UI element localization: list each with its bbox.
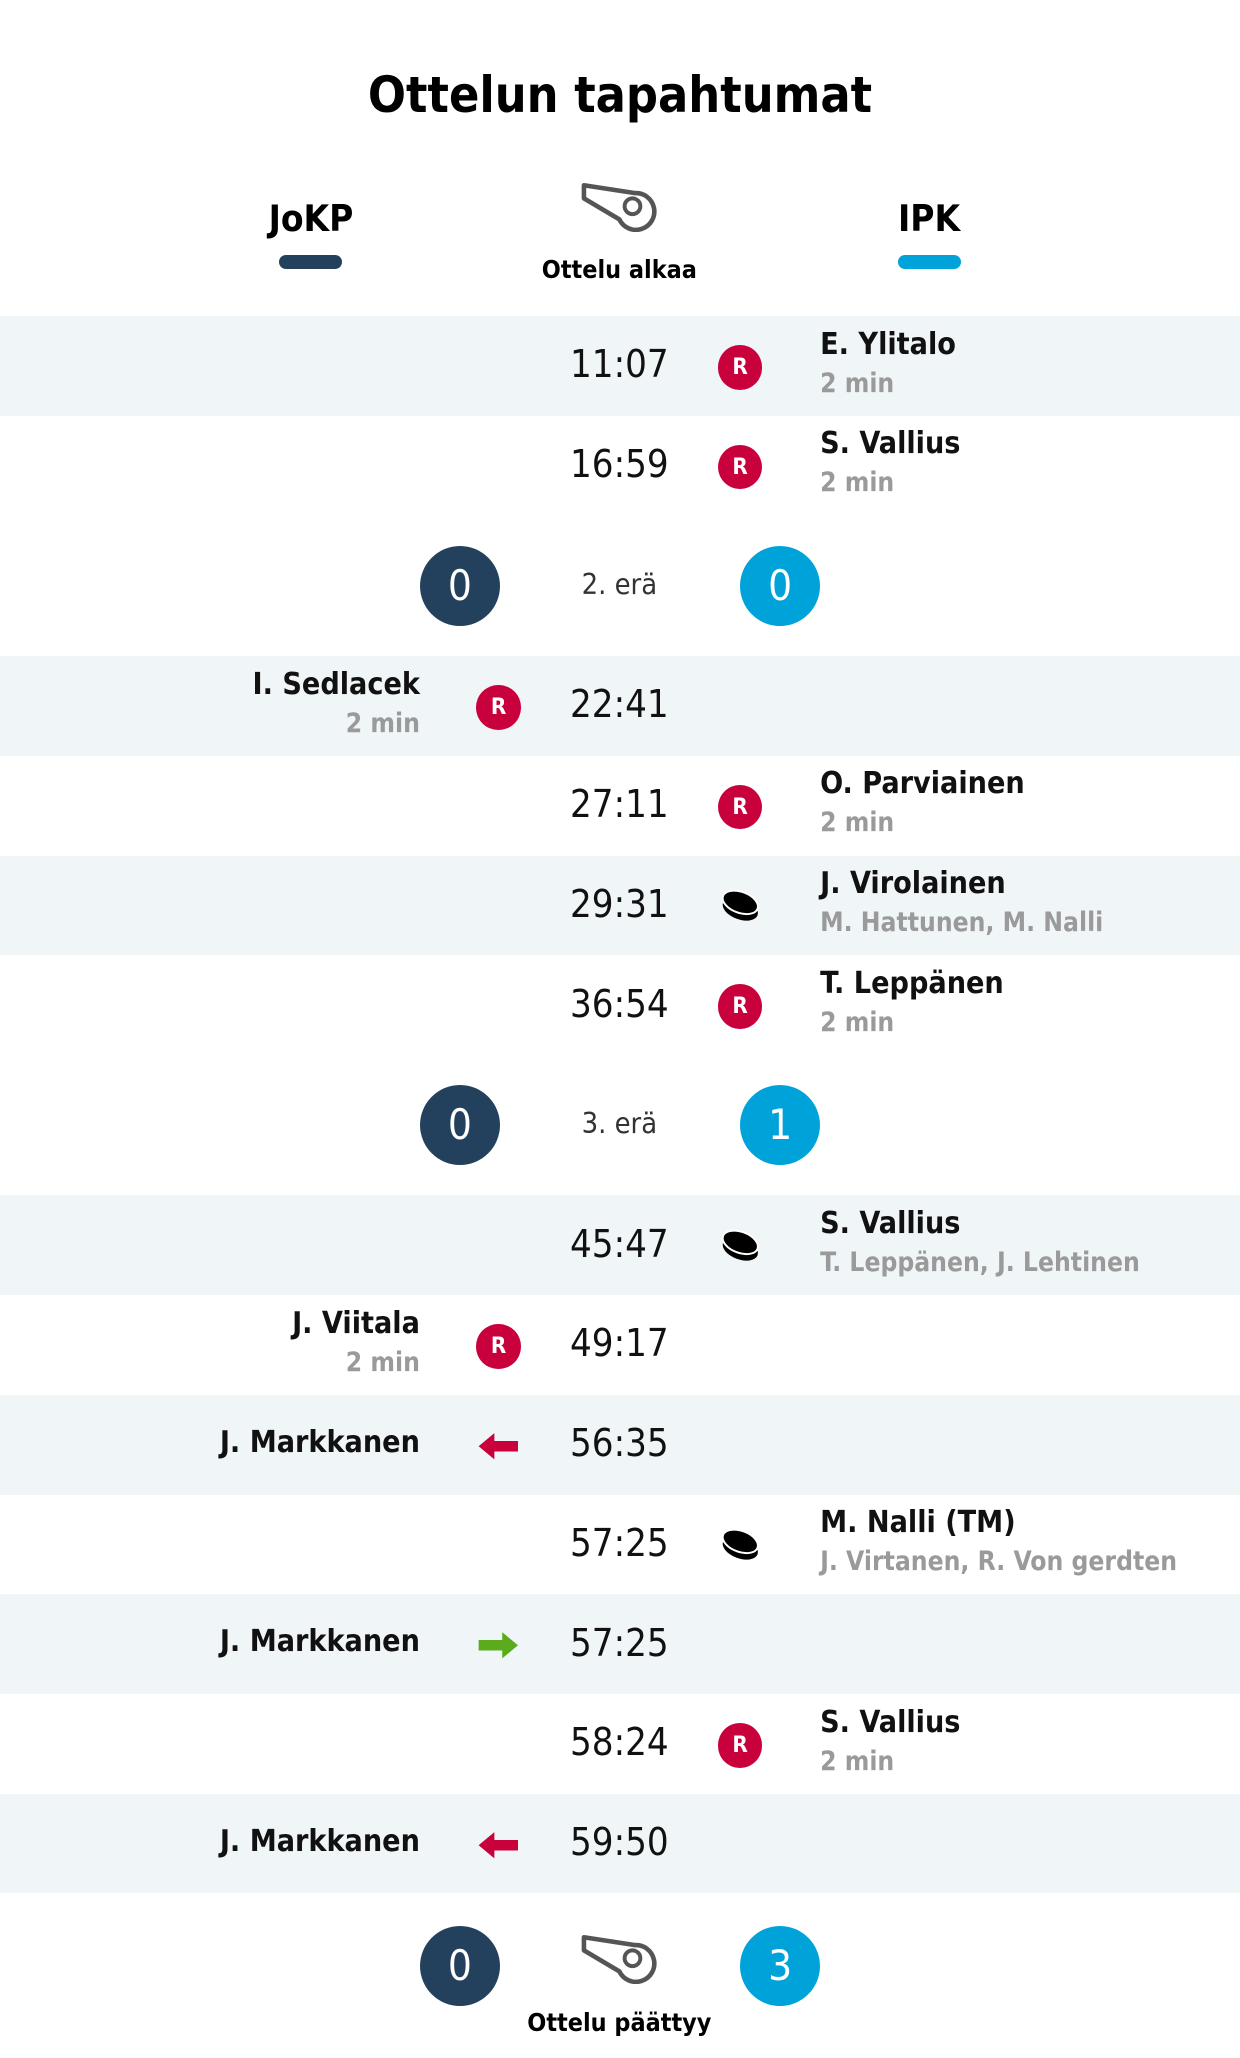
player-name: J. Viitala xyxy=(292,1305,420,1341)
event-detail: 2 min xyxy=(345,708,420,739)
player-name: O. Parviainen xyxy=(820,766,1025,802)
event-row: 27:11 R O. Parviainen 2 min xyxy=(0,756,1240,856)
event-time: 22:41 xyxy=(570,682,669,727)
goalie-out-arrow-icon xyxy=(476,1823,521,1868)
event-row: 59:50 J. Markkanen xyxy=(0,1793,1240,1894)
whistle-icon xyxy=(581,1934,657,1984)
event-time: 57:25 xyxy=(570,1620,669,1665)
event-row: 45:47 S. Vallius T. Leppänen, J. Lehtine… xyxy=(0,1195,1240,1296)
event-time: 49:17 xyxy=(570,1321,669,1366)
event-row: 22:41 R I. Sedlacek 2 min xyxy=(0,656,1240,756)
event-detail: 2 min xyxy=(820,468,895,499)
puck-icon xyxy=(718,884,763,929)
player-name: J. Markkanen xyxy=(219,1624,420,1660)
event-detail: 2 min xyxy=(345,1347,420,1378)
player-name: J. Markkanen xyxy=(219,1823,420,1859)
penalty-icon: R xyxy=(717,784,763,830)
home-team-color-bar xyxy=(279,254,343,269)
player-name: T. Leppänen xyxy=(820,965,1004,1001)
event-time: 29:31 xyxy=(570,881,669,926)
period-home-score: 0 xyxy=(419,545,500,626)
event-time: 58:24 xyxy=(570,1720,669,1765)
away-team-color-bar xyxy=(897,254,961,269)
player-name: J. Markkanen xyxy=(219,1425,420,1461)
away-team-name: IPK xyxy=(897,196,961,240)
event-time: 45:47 xyxy=(570,1221,669,1266)
final-away-score: 3 xyxy=(740,1926,821,2007)
event-time: 27:11 xyxy=(570,782,669,827)
event-row: 16:59 R S. Vallius 2 min xyxy=(0,416,1240,516)
player-name: I. Sedlacek xyxy=(252,666,420,702)
final-home-score: 0 xyxy=(419,1926,500,2007)
event-row: 11:07 R E. Ylitalo 2 min xyxy=(0,316,1240,416)
event-detail: J. Virtanen, R. Von gerdten xyxy=(820,1547,1178,1578)
period-label: 3. erä xyxy=(581,1106,658,1141)
event-row: 29:31 J. Virolainen M. Hattunen, M. Nall… xyxy=(0,855,1240,956)
event-time: 11:07 xyxy=(570,342,669,387)
event-time: 16:59 xyxy=(570,442,669,487)
penalty-icon: R xyxy=(476,1324,521,1369)
goalie-out-arrow-icon xyxy=(476,1424,521,1469)
event-detail: M. Hattunen, M. Nalli xyxy=(820,908,1104,939)
event-detail: T. Leppänen, J. Lehtinen xyxy=(820,1247,1140,1278)
player-name: S. Vallius xyxy=(820,1205,961,1241)
penalty-icon: R xyxy=(476,684,521,730)
event-row: 36:54 R T. Leppänen 2 min xyxy=(0,955,1240,1055)
penalty-icon: R xyxy=(717,345,763,390)
penalty-icon: R xyxy=(717,444,763,490)
event-row: 57:25 J. Markkanen xyxy=(0,1594,1240,1695)
puck-icon xyxy=(718,1523,763,1568)
event-detail: 2 min xyxy=(820,368,895,399)
penalty-icon: R xyxy=(717,1722,763,1768)
penalty-icon: R xyxy=(717,984,763,1029)
event-time: 59:50 xyxy=(570,1820,669,1864)
event-row: 49:17 R J. Viitala 2 min xyxy=(0,1295,1240,1395)
event-detail: 2 min xyxy=(820,1007,895,1038)
event-row: 56:35 J. Markkanen xyxy=(0,1394,1240,1495)
puck-icon xyxy=(718,1224,763,1269)
event-time: 57:25 xyxy=(570,1520,669,1565)
period-away-score: 0 xyxy=(740,545,821,626)
period-label: 2. erä xyxy=(581,566,658,601)
event-detail: 2 min xyxy=(820,808,895,839)
player-name: J. Virolainen xyxy=(820,866,1006,902)
event-time: 36:54 xyxy=(570,981,669,1026)
player-name: M. Nalli (TM) xyxy=(820,1505,1016,1541)
period-home-score: 0 xyxy=(419,1085,500,1166)
goalie-in-arrow-icon xyxy=(476,1623,521,1668)
event-detail: 2 min xyxy=(820,1746,895,1777)
whistle-icon xyxy=(581,182,657,232)
event-row: 58:24 R S. Vallius 2 min xyxy=(0,1694,1240,1794)
home-team-name: JoKP xyxy=(268,196,354,240)
player-name: S. Vallius xyxy=(820,426,961,462)
period-away-score: 1 xyxy=(740,1085,821,1166)
event-time: 56:35 xyxy=(570,1421,669,1466)
match-start-label: Ottelu alkaa xyxy=(541,254,697,284)
player-name: S. Vallius xyxy=(820,1704,961,1740)
event-row: 57:25 M. Nalli (TM) J. Virtanen, R. Von … xyxy=(0,1495,1240,1595)
match-end-label: Ottelu päättyy xyxy=(527,2007,712,2037)
page-title: Ottelun tapahtumat xyxy=(367,65,873,124)
player-name: E. Ylitalo xyxy=(820,326,956,362)
